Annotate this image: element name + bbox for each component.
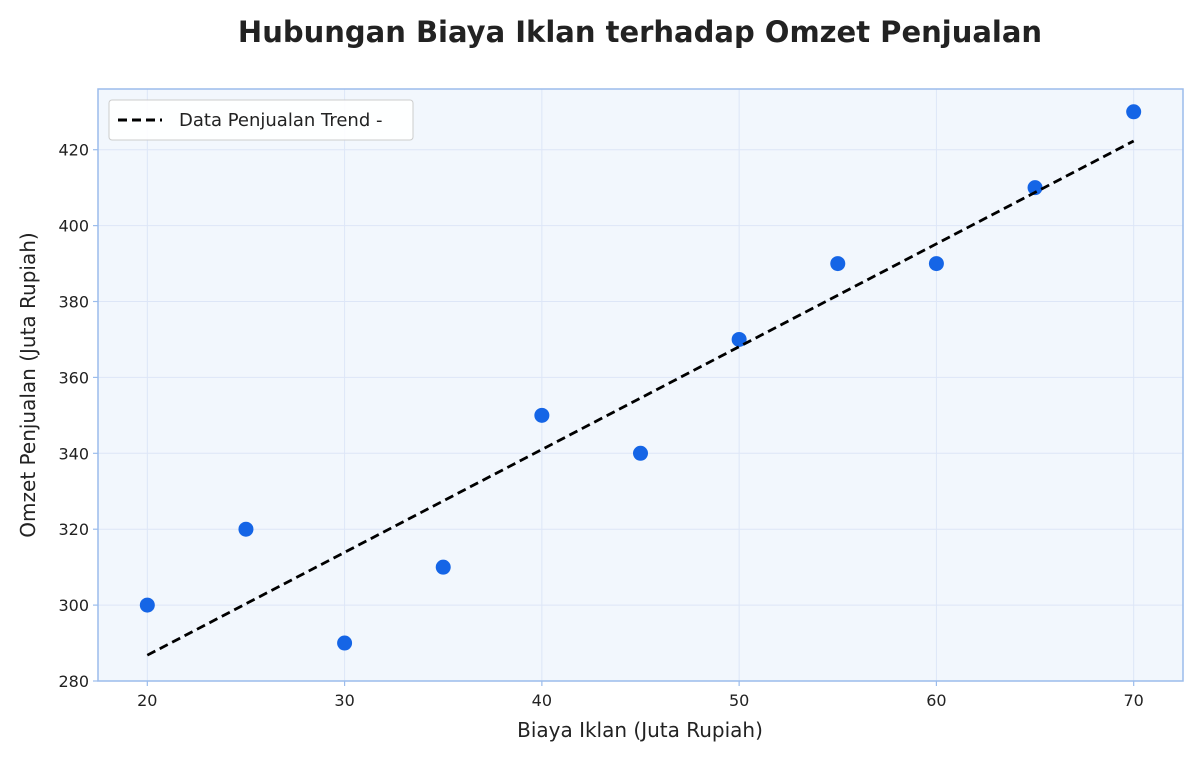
chart-title: Hubungan Biaya Iklan terhadap Omzet Penj… [238, 15, 1042, 49]
y-axis-label: Omzet Penjualan (Juta Rupiah) [16, 232, 40, 537]
y-tick-label: 280 [58, 672, 89, 691]
data-point [534, 407, 550, 423]
plot-border [97, 88, 1184, 682]
data-point [435, 559, 451, 575]
grid [98, 89, 1183, 682]
y-tick-label: 300 [58, 596, 89, 615]
data-point [139, 597, 155, 613]
x-tick-label: 70 [1124, 691, 1144, 710]
y-tick-label: 340 [58, 444, 89, 463]
data-point [337, 635, 353, 651]
data-point [830, 256, 846, 272]
y-tick-label: 420 [58, 141, 89, 160]
x-tick-label: 40 [532, 691, 552, 710]
data-point [1126, 104, 1142, 120]
legend: Data Penjualan Trend - [108, 99, 414, 141]
y-tick-label: 320 [58, 520, 89, 539]
y-tick-label: 380 [58, 293, 89, 312]
x-axis-label: Biaya Iklan (Juta Rupiah) [517, 718, 763, 742]
x-tick-label: 50 [729, 691, 749, 710]
tick-labels: 20 30 40 50 60 70 280 300 320 340 360 380 400 420 [58, 141, 1143, 710]
x-tick-label: 60 [926, 691, 946, 710]
x-tick-label: 30 [334, 691, 354, 710]
legend-box [108, 99, 414, 141]
data-point [1027, 180, 1043, 196]
legend-label: Data Penjualan Trend - [179, 110, 382, 131]
data-point [633, 445, 648, 461]
trend-line [146, 139, 1135, 657]
plot-area [98, 89, 1183, 681]
data-point [238, 521, 254, 537]
y-tick-label: 360 [58, 368, 89, 387]
x-tick-label: 20 [137, 691, 157, 710]
y-tick-label: 400 [58, 217, 89, 236]
series-layer [139, 104, 1142, 657]
data-point [928, 256, 944, 272]
